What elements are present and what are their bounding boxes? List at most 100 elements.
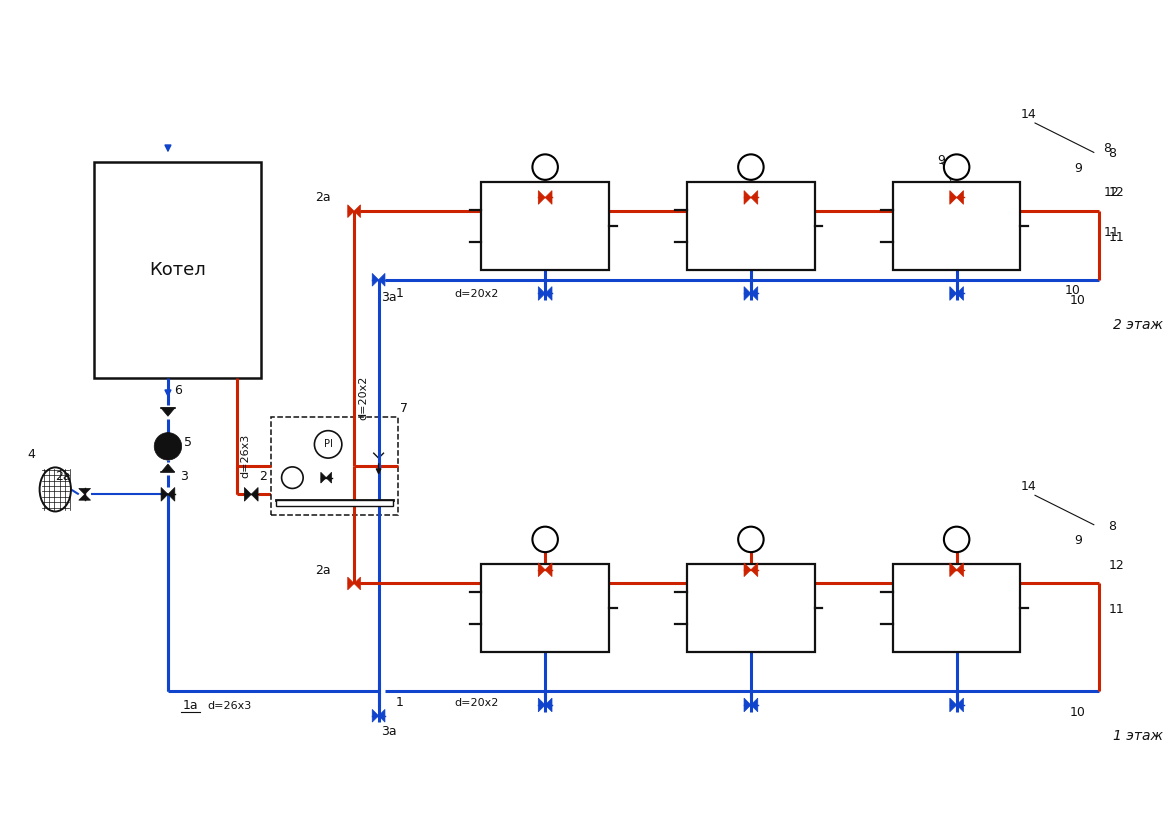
Text: 3a: 3a [381,725,397,739]
Text: 11: 11 [1104,226,1120,239]
Text: 5: 5 [184,437,192,449]
Bar [276,500,393,506]
Polygon shape [538,698,545,712]
Polygon shape [538,190,545,204]
Polygon shape [750,287,758,300]
Polygon shape [956,563,963,576]
Text: d=26x3: d=26x3 [207,701,251,711]
Bar [893,564,1021,652]
Bar [893,182,1021,270]
Text: 9: 9 [1074,162,1082,175]
Text: d=20x2: d=20x2 [455,698,499,708]
Text: 1: 1 [396,288,403,300]
Text: 8: 8 [1108,519,1116,533]
Text: 8: 8 [1108,147,1116,160]
Polygon shape [750,190,758,204]
Text: 3: 3 [180,470,187,483]
Text: 2a: 2a [314,191,331,204]
Polygon shape [78,489,90,495]
Text: PI: PI [324,439,332,449]
Polygon shape [956,190,963,204]
Text: 8: 8 [1104,142,1112,155]
Text: 14: 14 [1021,480,1036,494]
Circle shape [738,527,763,552]
Polygon shape [949,287,956,300]
Text: 3a: 3a [381,291,397,304]
Polygon shape [251,487,258,501]
Polygon shape [161,487,168,501]
Polygon shape [347,577,354,590]
Polygon shape [372,274,379,286]
Text: 10: 10 [1070,705,1085,719]
Polygon shape [161,408,175,416]
Text: 1a: 1a [182,699,199,712]
Bar [687,564,815,652]
Polygon shape [949,698,956,712]
Text: 9: 9 [1074,534,1082,547]
Polygon shape [78,495,90,500]
Text: 2a: 2a [314,564,331,576]
Polygon shape [372,710,379,722]
Polygon shape [545,698,552,712]
Circle shape [943,527,969,552]
Text: 11: 11 [1108,603,1125,616]
Circle shape [314,431,341,458]
Polygon shape [244,487,251,501]
Bar [95,162,261,378]
Text: 4: 4 [28,448,36,461]
Polygon shape [949,563,956,576]
Text: 6: 6 [174,385,181,398]
Polygon shape [326,472,332,483]
Text: 2a: 2a [55,470,71,483]
Text: d=20x2: d=20x2 [358,375,368,419]
Polygon shape [545,190,552,204]
Circle shape [532,155,558,179]
Text: 2 этаж: 2 этаж [1113,318,1163,332]
Circle shape [154,433,181,460]
Polygon shape [538,563,545,576]
Bar [482,182,609,270]
Text: 10: 10 [1070,294,1085,308]
Text: d=26x3: d=26x3 [241,434,250,478]
Polygon shape [379,710,385,722]
Circle shape [532,527,558,552]
Polygon shape [956,287,963,300]
Text: 12: 12 [1104,186,1120,199]
Polygon shape [949,190,956,204]
Polygon shape [347,205,354,218]
Circle shape [282,467,303,489]
Text: 7: 7 [400,402,408,415]
Polygon shape [379,274,385,286]
Text: 14: 14 [1021,108,1036,121]
Circle shape [943,155,969,179]
Polygon shape [354,205,360,218]
Polygon shape [743,563,750,576]
Ellipse shape [40,467,71,511]
Text: 1 этаж: 1 этаж [1113,729,1163,743]
Bar [482,564,609,652]
Polygon shape [538,287,545,300]
Circle shape [738,155,763,179]
Text: 1: 1 [396,696,403,709]
Polygon shape [750,563,758,576]
Polygon shape [354,577,360,590]
Text: 2: 2 [260,470,267,483]
Polygon shape [743,698,750,712]
Polygon shape [545,563,552,576]
Text: 12: 12 [1108,559,1125,571]
Polygon shape [743,287,750,300]
Text: 9: 9 [938,154,945,167]
Polygon shape [743,190,750,204]
Text: 11: 11 [1108,231,1125,244]
Text: d=20x2: d=20x2 [455,289,499,299]
Polygon shape [956,698,963,712]
Polygon shape [168,487,175,501]
Polygon shape [320,472,326,483]
Polygon shape [161,464,174,471]
Text: 12: 12 [1108,186,1125,199]
FancyBboxPatch shape [271,417,399,515]
Polygon shape [750,698,758,712]
Text: 10: 10 [1065,284,1080,298]
Text: Котел: Котел [150,261,206,279]
Polygon shape [545,287,552,300]
